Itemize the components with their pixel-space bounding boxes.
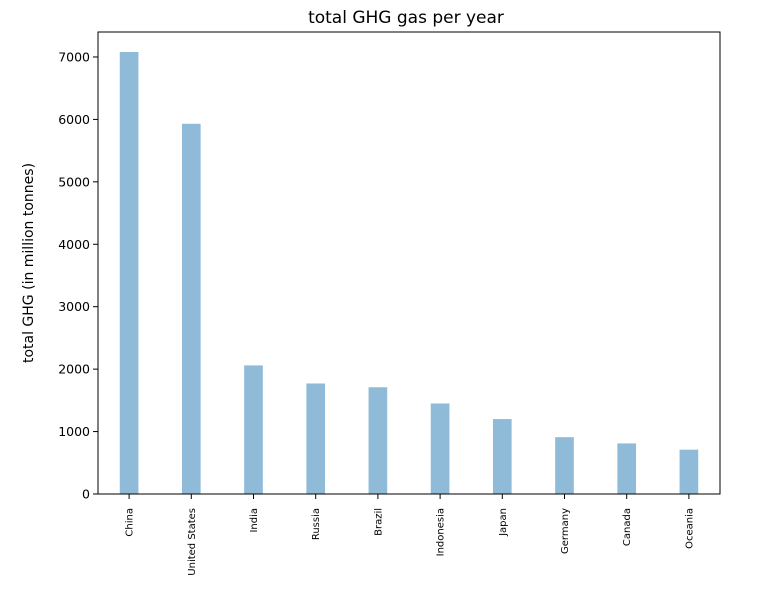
bar [306,383,326,494]
y-tick-label: 5000 [58,174,90,189]
bar [492,419,512,494]
x-tick-label: Russia [311,508,322,540]
x-tick-label: Indonesia [436,508,447,556]
y-tick-label: 0 [82,487,90,502]
x-tick-label: Japan [498,508,509,537]
y-tick-label: 4000 [58,237,90,252]
y-axis-label: total GHG (in million tonnes) [21,163,37,363]
chart-title: total GHG gas per year [308,8,504,28]
bar [679,449,699,494]
plot-area: 0 1000 2000 3000 4000 5000 6000 7000 China United… [58,31,721,576]
y-tick-label: 1000 [58,424,90,439]
bar [430,403,450,494]
x-tick-label: Oceania [684,508,695,549]
bar [617,443,637,494]
y-tick-label: 6000 [58,112,90,127]
x-tick-label: Germany [560,508,571,554]
bar [119,51,139,494]
y-tick-label: 3000 [58,299,90,314]
plot-frame [97,31,721,495]
x-tick-label: India [249,508,260,533]
x-tick-label: China [125,508,136,537]
bar [555,437,574,494]
bar [181,123,201,494]
x-tick-label: Brazil [373,508,384,536]
y-tick-label: 7000 [58,49,90,64]
bar [244,365,263,494]
x-tick-label: Canada [622,508,633,546]
bar [368,387,388,494]
y-tick-label: 2000 [58,362,90,377]
x-tick-label: United States [187,508,198,576]
